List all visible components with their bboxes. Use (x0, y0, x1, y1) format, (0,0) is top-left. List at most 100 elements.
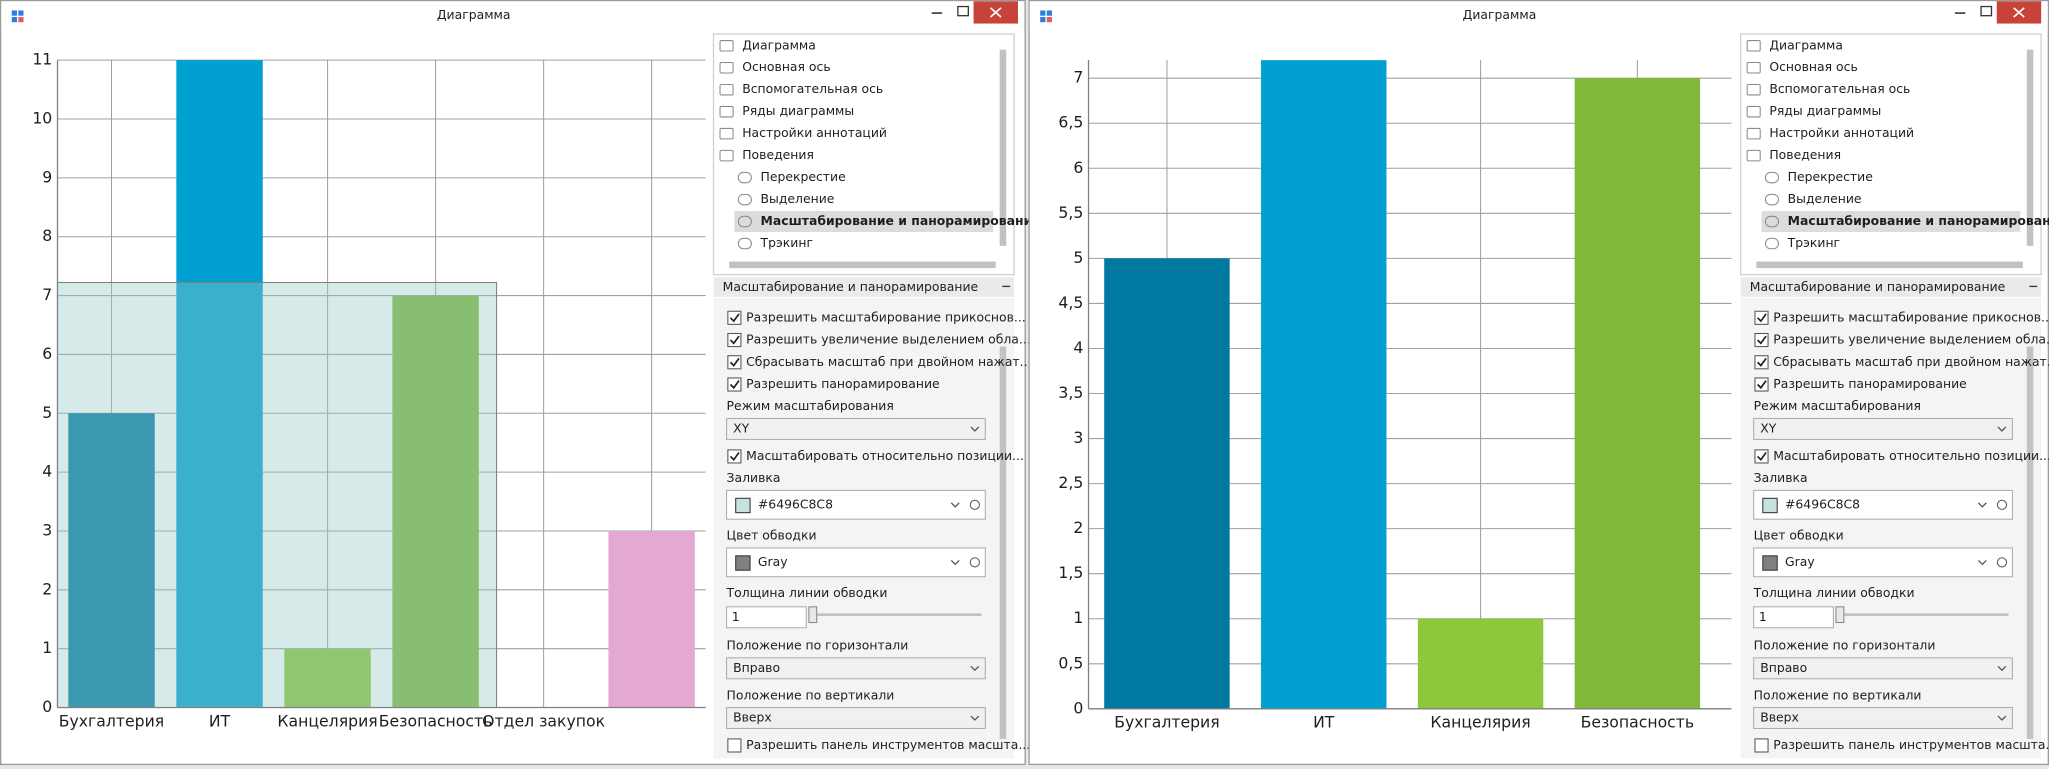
checkbox[interactable] (1754, 332, 1769, 348)
field-label: Заливка (1754, 470, 1808, 485)
checkbox[interactable] (727, 310, 742, 325)
bar (392, 295, 479, 708)
checkbox[interactable] (1754, 449, 1769, 464)
y-tick-label: 6 (1073, 158, 1083, 177)
tree-item[interactable]: Настройки аннотаций (742, 125, 887, 140)
color-swatch (1762, 555, 1778, 571)
tree-icon (737, 193, 752, 206)
y-tick-label: 2 (1073, 518, 1083, 537)
tree-item[interactable]: Масштабирование и панорамирование (1788, 213, 2049, 228)
tree-icon (737, 215, 752, 228)
combo-box[interactable] (1753, 417, 2013, 440)
checkbox[interactable] (727, 377, 742, 392)
bar (608, 530, 695, 708)
field-label: Режим масштабирования (727, 398, 894, 413)
number-value: 1 (732, 609, 740, 624)
checkbox[interactable] (1754, 355, 1769, 370)
tree-item[interactable]: Трэкинг (760, 235, 813, 250)
slider-thumb[interactable] (1835, 606, 1845, 624)
tree-item[interactable]: Поведения (1769, 147, 1841, 162)
checkbox-label: Разрешить панель инструментов масшта... (746, 737, 1030, 752)
field-label: Положение по вертикали (727, 687, 895, 702)
color-picker[interactable] (969, 557, 980, 568)
color-box[interactable] (726, 547, 986, 578)
tree-item[interactable]: Поведения (742, 147, 814, 162)
bar (284, 648, 371, 708)
maximize-button[interactable] (957, 5, 969, 17)
property-area (713, 298, 1015, 759)
number-input[interactable] (726, 606, 807, 629)
tree-item[interactable]: Настройки аннотаций (1769, 125, 1914, 140)
combo-box[interactable] (1753, 707, 2013, 729)
checkbox[interactable] (727, 738, 742, 753)
y-tick-label: 7 (42, 285, 52, 304)
tree-icon (1746, 105, 1761, 118)
chevron (970, 715, 980, 721)
checkbox-label: Разрешить увеличение выделением обла... (746, 332, 1031, 347)
y-tick-label: 2 (42, 579, 52, 598)
checkbox[interactable] (727, 332, 742, 348)
maximize-button[interactable] (1980, 5, 1993, 17)
tree-item[interactable]: Выделение (1788, 191, 1862, 206)
tree-item[interactable]: Основная ось (742, 59, 830, 74)
tree-item[interactable]: Перекрестие (761, 169, 846, 184)
color-box[interactable] (726, 489, 986, 520)
tree-item[interactable]: Вспомогательная ось (1769, 81, 1910, 96)
color-picker[interactable] (1996, 557, 2008, 568)
tree-item[interactable]: Перекрестие (1788, 169, 1873, 184)
color-value: #6496C8C8 (1785, 496, 1860, 511)
panel-title: Масштабирование и панорамирование (723, 279, 979, 294)
tree-hscroll (1756, 261, 2023, 269)
tree-view (1739, 33, 2042, 276)
chevron (970, 665, 980, 672)
combo-box[interactable] (1753, 657, 2013, 680)
tree-icon (719, 105, 734, 118)
bar (1261, 60, 1387, 709)
checkmark (729, 335, 740, 345)
color-box[interactable] (1753, 547, 2013, 578)
checkbox[interactable] (1754, 738, 1769, 753)
tree-item[interactable]: Масштабирование и панорамирование (761, 213, 1041, 228)
tree-item[interactable]: Диаграмма (742, 37, 816, 52)
combo-value: Вправо (733, 660, 780, 675)
tree-item[interactable]: Трэкинг (1787, 235, 1840, 250)
x-tick-label: Безопасность (379, 711, 493, 730)
tree-item[interactable]: Диаграмма (1769, 37, 1843, 52)
title-bar (1, 1, 1025, 31)
combo-box[interactable] (726, 707, 986, 729)
tree-item[interactable]: Основная ось (1769, 59, 1857, 74)
field-label: Толщина линии обводки (1753, 585, 1915, 600)
checkmark (1756, 452, 1767, 462)
y-tick-label: 5 (1073, 248, 1083, 267)
tree-item[interactable]: Вспомогательная ось (742, 81, 883, 96)
app-icon (11, 10, 17, 16)
combo-box[interactable] (726, 417, 986, 440)
checkmark (729, 357, 740, 367)
y-tick-label: 1 (1073, 608, 1083, 627)
combo-value: XY (733, 420, 749, 435)
color-picker[interactable] (1996, 499, 2008, 510)
y-tick-label: 0 (1073, 698, 1083, 717)
tree-vscroll (2026, 49, 2034, 246)
slider-thumb[interactable] (808, 606, 818, 624)
checkmark (1756, 357, 1767, 367)
tree-icon (1764, 193, 1780, 206)
tree-icon (719, 61, 734, 74)
checkbox[interactable] (727, 449, 742, 464)
checkbox[interactable] (727, 355, 742, 370)
checkbox-label: Разрешить масштабирование прикоснов... (746, 309, 1026, 324)
checkbox[interactable] (1754, 310, 1769, 325)
color-picker[interactable] (969, 499, 980, 510)
checkbox-label: Разрешить панорамирование (746, 376, 940, 391)
tree-item[interactable]: Выделение (761, 191, 835, 206)
number-input[interactable] (1753, 606, 1834, 629)
app-icon (1040, 10, 1046, 16)
tree-item[interactable]: Ряды диаграммы (742, 103, 854, 118)
color-box[interactable] (1753, 489, 2013, 520)
checkbox[interactable] (1754, 377, 1769, 392)
tree-item[interactable]: Ряды диаграммы (1769, 103, 1881, 118)
combo-box[interactable] (726, 657, 986, 680)
tree-icon (1746, 127, 1761, 140)
y-tick-label: 8 (42, 226, 52, 245)
